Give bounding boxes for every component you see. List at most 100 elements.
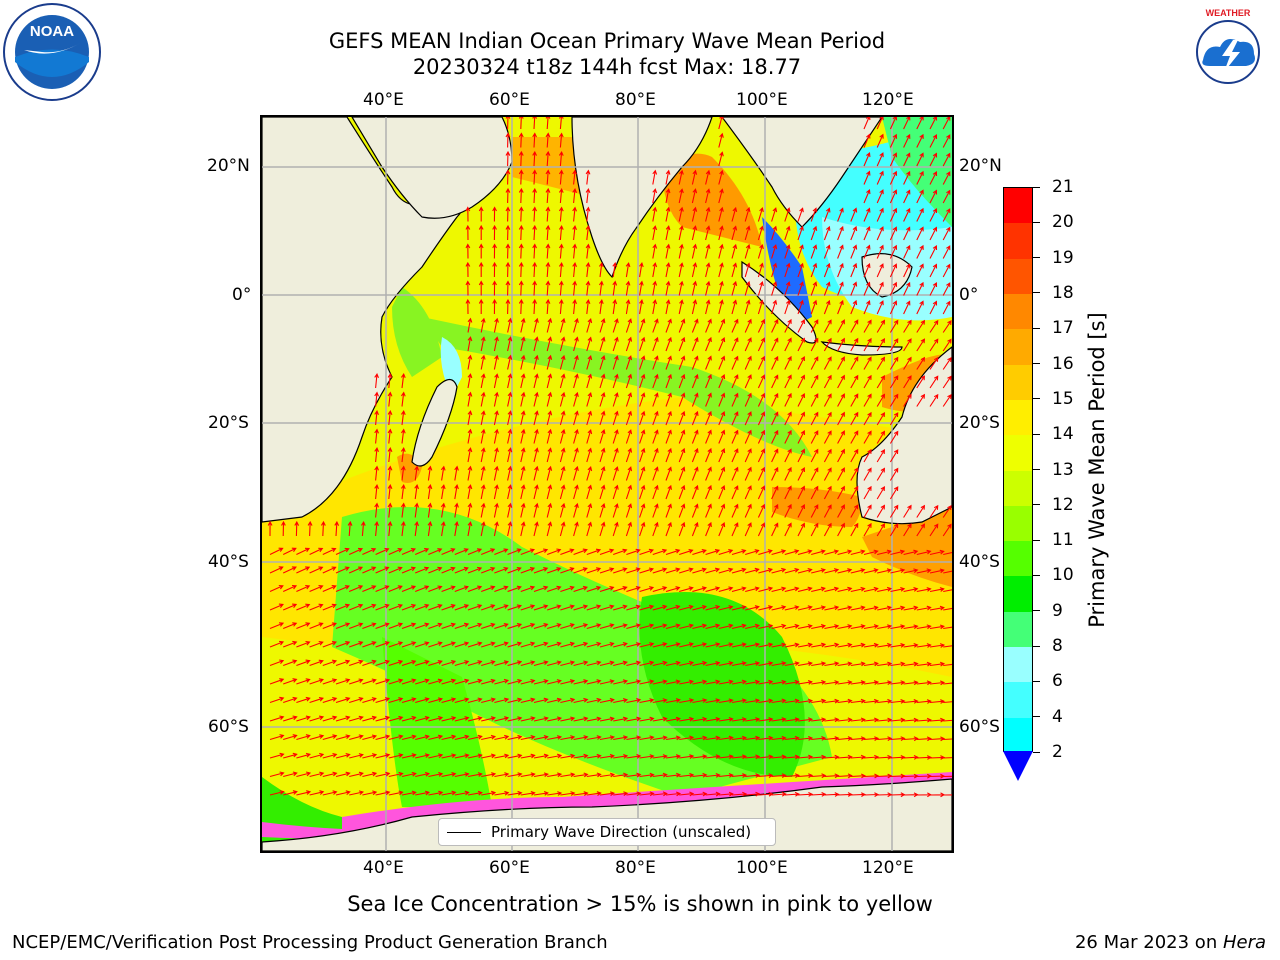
wave-arrow — [877, 586, 893, 593]
wave-arrow — [652, 791, 668, 797]
wave-arrow — [863, 736, 880, 741]
wave-arrow — [415, 641, 430, 648]
wave-arrow — [797, 392, 805, 407]
wave-arrow — [441, 697, 457, 704]
wave-arrow — [850, 244, 858, 259]
wave-arrow — [559, 521, 566, 537]
wave-arrow — [889, 504, 899, 518]
wave-arrow — [532, 280, 537, 296]
land — [262, 117, 952, 851]
wave-arrow — [388, 771, 404, 778]
wave-arrow — [322, 771, 338, 778]
wave-arrow — [744, 392, 752, 407]
wave-arrow — [718, 698, 734, 704]
wave-arrow — [441, 753, 457, 759]
wave-arrow — [533, 716, 549, 722]
wave-arrow — [533, 753, 549, 759]
wave-arrow — [943, 682, 952, 685]
wave-arrow — [547, 641, 562, 648]
wave-arrow — [269, 640, 285, 648]
wave-arrow — [877, 605, 893, 611]
wave-arrow — [889, 375, 899, 389]
wave-arrow — [692, 642, 708, 648]
wave-arrow — [362, 659, 377, 667]
wave-arrow — [599, 679, 615, 685]
wave-arrow — [454, 660, 470, 667]
wave-arrow — [665, 225, 671, 241]
wave-arrow — [639, 548, 654, 556]
wave-arrow — [625, 466, 633, 481]
wave-arrow — [493, 484, 499, 500]
wave-arrow — [863, 717, 880, 723]
wave-arrow — [283, 696, 298, 704]
wave-arrow — [797, 485, 805, 500]
wave-arrow — [559, 484, 566, 500]
wave-arrow — [612, 392, 619, 407]
wave-arrow — [388, 641, 404, 648]
wave-arrow — [414, 465, 420, 481]
wave-arrow — [507, 410, 513, 426]
wave-arrow — [731, 374, 739, 389]
wave-arrow — [823, 337, 832, 352]
wave-arrow — [757, 299, 764, 315]
wave-arrow — [586, 548, 602, 556]
wave-arrow — [731, 623, 747, 630]
wave-arrow — [573, 484, 579, 500]
lat-label-left: 60°S — [208, 717, 249, 737]
wave-arrow — [309, 696, 324, 704]
wave-arrow — [863, 605, 879, 611]
wave-arrow — [705, 466, 712, 481]
colorbar-tick-label: 9 — [1052, 600, 1063, 621]
colorbar-tick-mark — [1033, 680, 1040, 682]
wave-arrow — [441, 678, 457, 685]
wave-arrow — [586, 336, 593, 352]
wave-arrow — [428, 548, 443, 556]
wave-arrow — [863, 586, 879, 593]
wave-arrow — [586, 392, 593, 407]
wave-arrow — [547, 679, 562, 685]
wave-arrow — [811, 698, 827, 704]
wave-arrow — [492, 206, 497, 222]
wave-arrow — [639, 698, 655, 704]
wave-arrow — [586, 466, 593, 481]
wave-arrow — [507, 753, 523, 759]
wave-arrow — [626, 697, 642, 704]
wave-arrow — [547, 567, 562, 574]
wave-arrow — [454, 622, 470, 630]
wave-arrow — [612, 373, 619, 389]
wave-arrow — [586, 772, 602, 778]
wave-arrow — [362, 603, 377, 611]
wave-arrow — [507, 317, 513, 333]
wave-arrow — [545, 132, 551, 148]
colorbar-tick-mark — [1033, 751, 1040, 753]
wave-arrow — [269, 566, 284, 574]
wave-arrow — [929, 504, 939, 518]
wave-arrow — [692, 698, 708, 704]
wave-arrow — [559, 410, 566, 426]
wave-arrow — [877, 698, 893, 704]
wave-arrow — [573, 791, 589, 796]
wave-arrow — [639, 392, 646, 407]
wave-arrow — [546, 336, 553, 352]
wave-arrow — [494, 753, 510, 759]
wave-arrow — [387, 409, 393, 426]
wave-arrow — [573, 410, 579, 426]
wave-arrow — [784, 661, 800, 667]
wave-arrow — [282, 566, 297, 574]
wave-arrow — [850, 281, 858, 296]
wave-arrow — [665, 623, 681, 630]
wave-arrow — [388, 547, 403, 556]
wave-arrow — [441, 716, 457, 722]
wave-arrow — [705, 206, 711, 222]
wave-arrow — [454, 465, 459, 481]
wave-arrow — [625, 521, 633, 537]
wave-arrow — [428, 660, 443, 667]
wave-arrow — [665, 503, 672, 518]
wave-arrow — [415, 715, 430, 722]
wave-arrow — [573, 521, 579, 537]
wave-arrow — [573, 465, 579, 481]
wave-arrow — [481, 585, 496, 593]
wave-arrow — [507, 548, 522, 556]
wave-arrow — [560, 753, 576, 759]
wave-arrow — [692, 567, 707, 574]
